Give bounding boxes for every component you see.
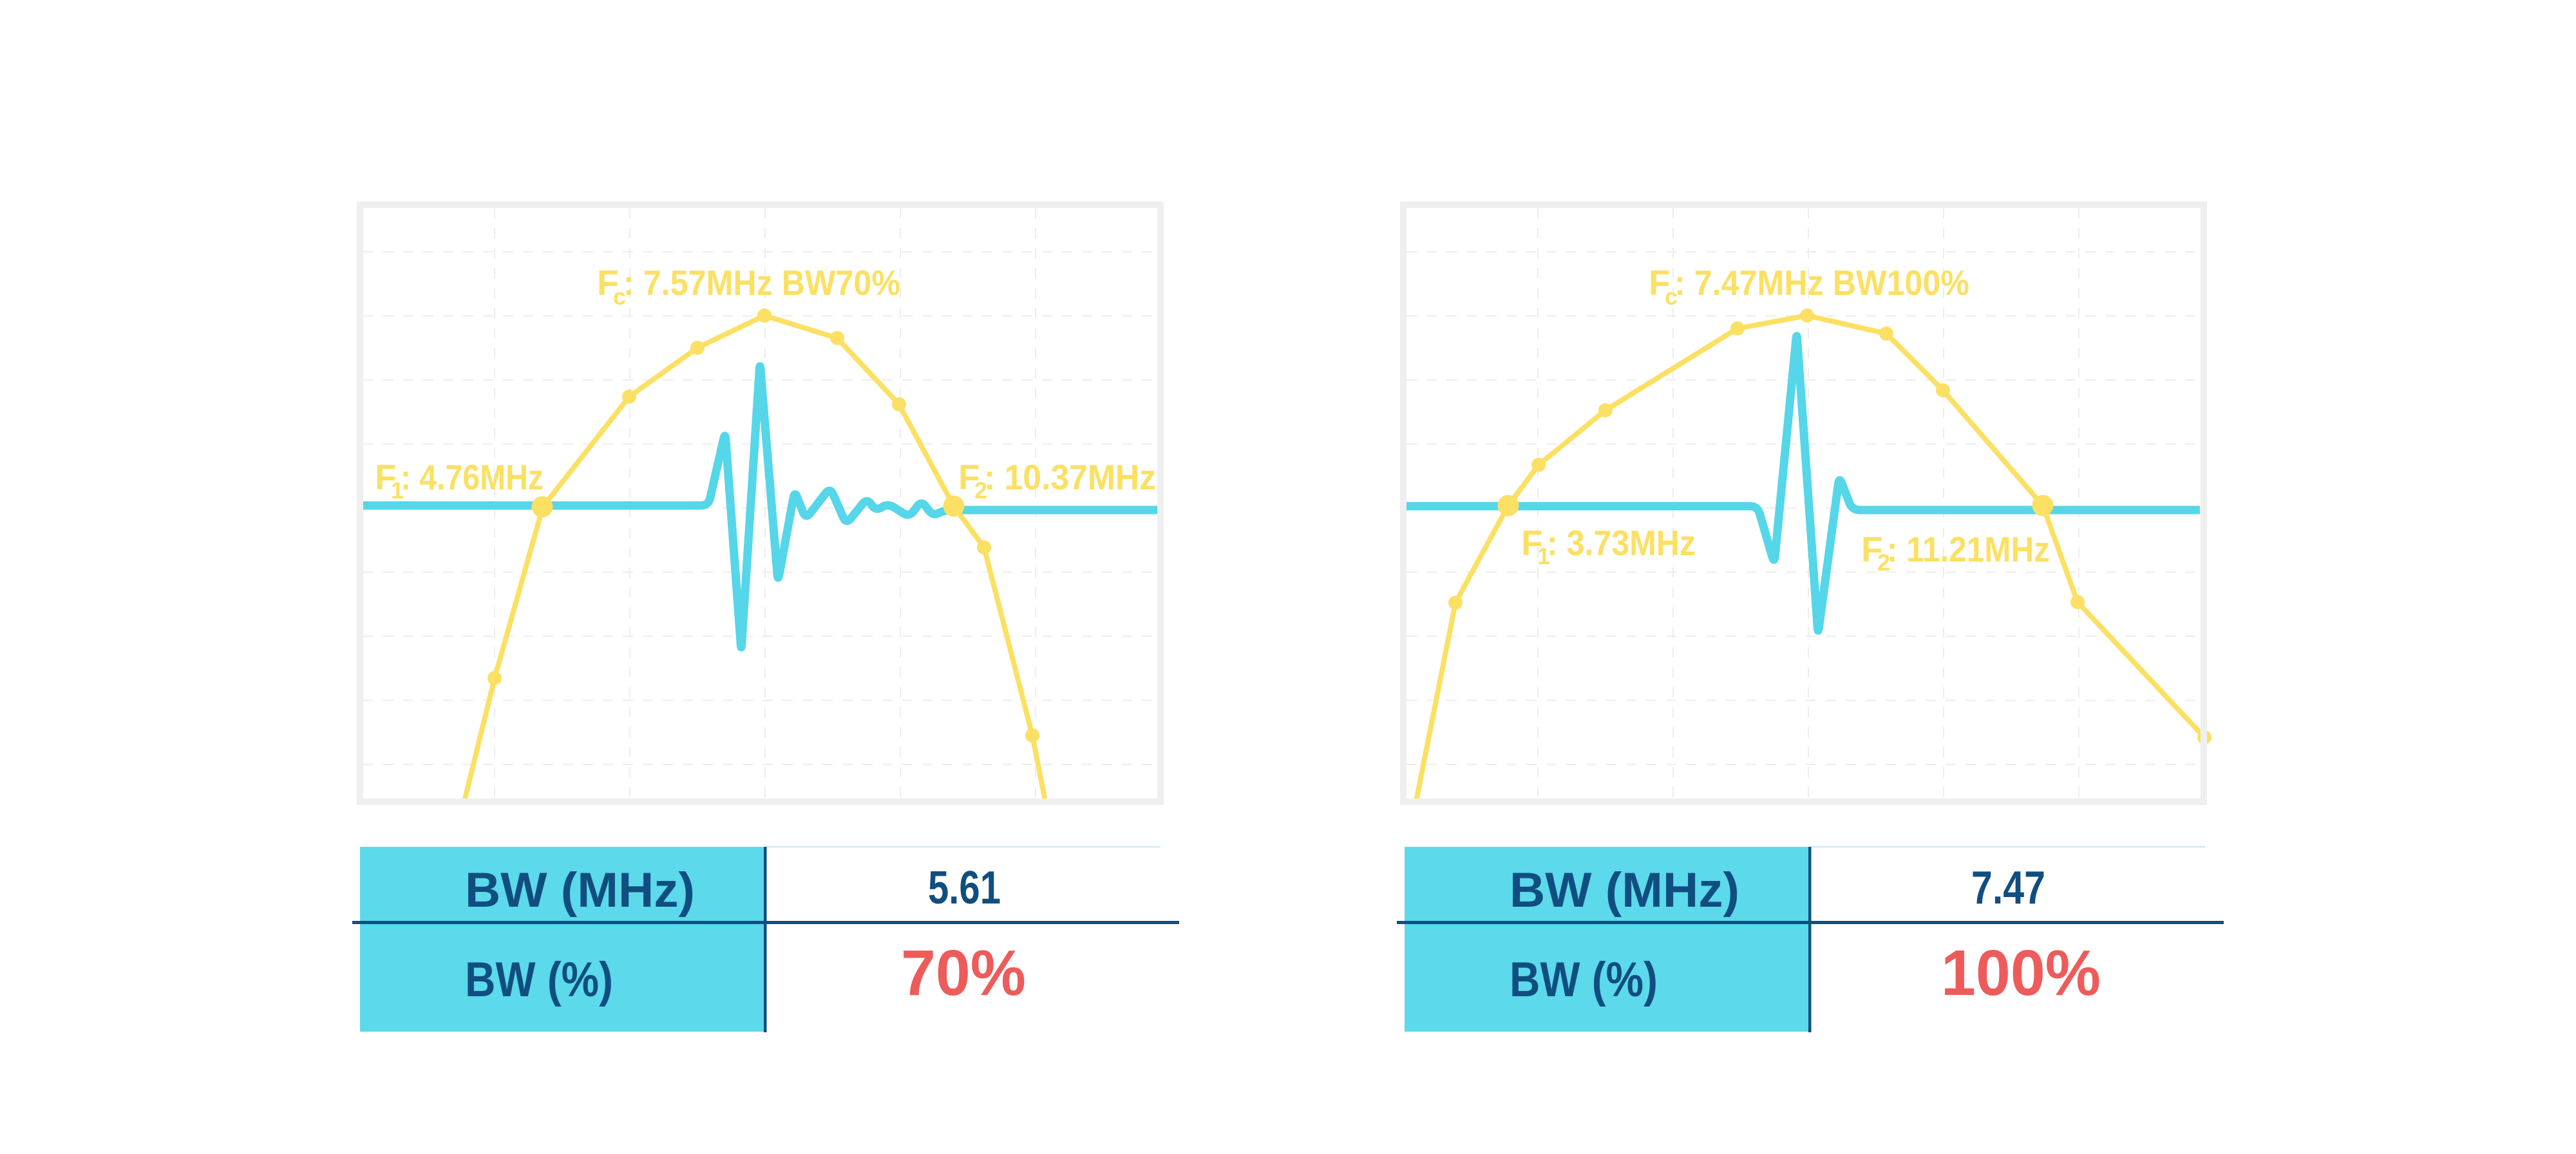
svg-text:BW (%): BW (%): [465, 952, 613, 1007]
svg-text:: 7.57MHz BW70%: : 7.57MHz BW70%: [623, 263, 900, 303]
svg-text:F: F: [958, 457, 980, 497]
svg-text:BW (MHz): BW (MHz): [1510, 863, 1739, 918]
svg-text:F: F: [1861, 529, 1883, 569]
svg-text:70%: 70%: [901, 937, 1026, 1009]
svg-text:1: 1: [1537, 543, 1550, 569]
svg-text:BW (%): BW (%): [1510, 952, 1658, 1007]
svg-text:2: 2: [1877, 549, 1890, 576]
svg-text:100%: 100%: [1941, 937, 2101, 1009]
svg-text:c: c: [1665, 283, 1678, 310]
svg-text:: 7.47MHz BW100%: : 7.47MHz BW100%: [1674, 263, 1969, 303]
svg-text:1: 1: [391, 477, 404, 504]
svg-text:F: F: [1521, 523, 1543, 563]
svg-text:: 3.73MHz: : 3.73MHz: [1547, 523, 1696, 563]
svg-text:5.61: 5.61: [928, 862, 1001, 914]
svg-text:F: F: [1649, 263, 1671, 303]
svg-text:F: F: [597, 263, 619, 303]
svg-text:c: c: [613, 283, 626, 310]
svg-text:: 10.37MHz: : 10.37MHz: [984, 457, 1156, 497]
svg-text:7.47: 7.47: [1971, 862, 2045, 914]
svg-text:: 4.76MHz: : 4.76MHz: [401, 457, 544, 497]
svg-text:: 11.21MHz: : 11.21MHz: [1887, 529, 2050, 569]
svg-text:BW (MHz): BW (MHz): [465, 863, 695, 918]
svg-text:2: 2: [974, 477, 987, 504]
svg-text:F: F: [375, 457, 397, 497]
